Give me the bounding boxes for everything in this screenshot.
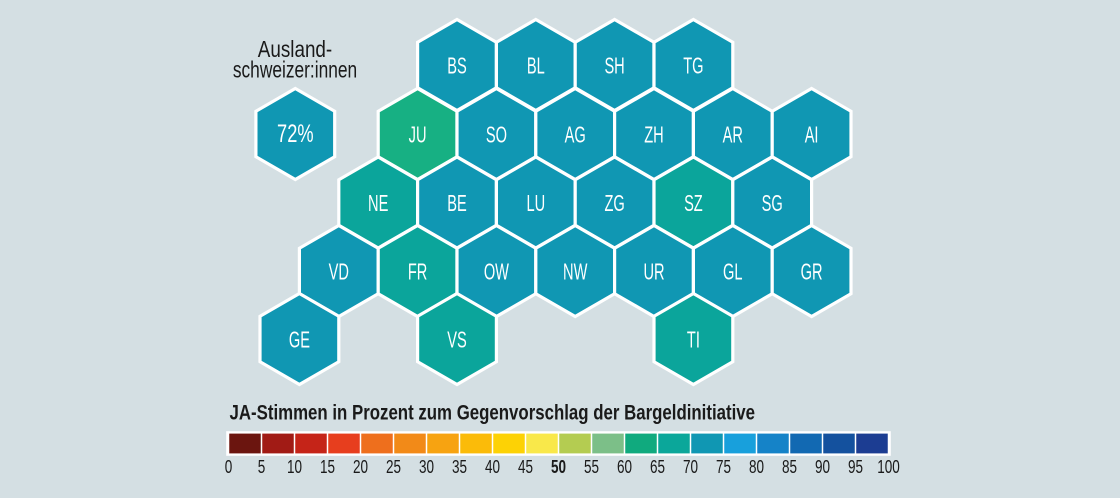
legend-segment-9	[526, 433, 558, 454]
hexagon-label-SH: SH	[604, 53, 624, 79]
legend-tick-100: 100	[877, 456, 900, 477]
hexagon-label-NW: NW	[563, 259, 587, 285]
legend-tick-10: 10	[287, 456, 302, 477]
legend-tick-40: 40	[485, 456, 500, 477]
legend-segment-17	[790, 433, 822, 454]
hexagon-VS	[416, 291, 498, 387]
legend: JA-Stimmen in Prozent zum Gegenvorschlag…	[225, 401, 900, 478]
legend-tick-80: 80	[749, 456, 764, 477]
hexagon-label-OW: OW	[484, 259, 509, 285]
hexagon-label-GE: GE	[289, 327, 310, 353]
annotation-value: 72%	[277, 120, 314, 148]
legend-tick-50: 50	[551, 456, 566, 477]
legend-tick-70: 70	[683, 456, 698, 477]
legend-segment-13	[658, 433, 690, 454]
legend-tick-35: 35	[452, 456, 467, 477]
legend-tick-labels: 0 5 10 15 20 25 30 35 40 45 50 55 60 65 70 75 80 85 90 95 10…	[225, 456, 900, 477]
legend-segments	[229, 433, 888, 454]
hexagon-label-BL: BL	[527, 53, 545, 79]
legend-segment-5	[394, 433, 426, 454]
hexagon-label-SO: SO	[486, 122, 507, 148]
hexagon-label-JU: JU	[409, 122, 427, 148]
legend-segment-4	[361, 433, 393, 454]
legend-tick-20: 20	[353, 456, 368, 477]
legend-tick-65: 65	[650, 456, 665, 477]
legend-tick-0: 0	[225, 456, 233, 477]
legend-tick-90: 90	[815, 456, 830, 477]
legend-tick-75: 75	[716, 456, 731, 477]
hexagon-label-NE: NE	[368, 190, 388, 216]
hexagon-label-TI: TI	[687, 327, 700, 353]
hexagon-GE	[258, 291, 341, 387]
annotation-hexagon	[254, 86, 337, 182]
legend-segment-15	[724, 433, 756, 454]
legend-tick-60: 60	[617, 456, 632, 477]
legend-segment-3	[328, 433, 360, 454]
annotation-label-line1: Ausland-	[258, 36, 332, 62]
legend-tick-55: 55	[584, 456, 599, 477]
legend-tick-45: 45	[518, 456, 533, 477]
legend-segment-16	[757, 433, 789, 454]
legend-segment-12	[625, 433, 657, 454]
legend-segment-11	[592, 433, 624, 454]
legend-segment-6	[427, 433, 459, 454]
legend-title: JA-Stimmen in Prozent zum Gegenvorschlag…	[230, 401, 756, 425]
hexagon-label-GL: GL	[723, 259, 743, 285]
hexagon-label-FR: FR	[408, 259, 427, 285]
legend-tick-95: 95	[848, 456, 863, 477]
hexagon-TI	[652, 291, 735, 387]
hexagon-label-UR: UR	[643, 259, 664, 285]
hexagon-label-ZG: ZG	[604, 190, 624, 216]
hexagon-label-AR: AR	[723, 122, 743, 148]
canton-hexagons: BS BL SH TG JU SO AG ZH AR AI NE BE LU ZG SZ SG VD FR OW NW…	[258, 17, 853, 387]
legend-segment-19	[856, 433, 888, 454]
hexagon-label-BE: BE	[447, 190, 466, 216]
legend-segment-14	[691, 433, 723, 454]
annotation-label-line2: schweizer:innen	[233, 57, 357, 83]
hexagon-label-SZ: SZ	[684, 190, 703, 216]
hexagon-label-VS: VS	[447, 327, 466, 353]
hexagon-label-BS: BS	[447, 53, 466, 79]
legend-segment-1	[262, 433, 294, 454]
hexagon-GR	[770, 223, 853, 319]
legend-tick-5: 5	[258, 456, 266, 477]
legend-segment-2	[295, 433, 327, 454]
hexagon-label-VD: VD	[329, 259, 349, 285]
hexagon-label-GR: GR	[801, 259, 823, 285]
hexagon-label-TG: TG	[683, 53, 703, 79]
legend-segment-7	[460, 433, 492, 454]
hexagon-label-AG: AG	[565, 122, 586, 148]
legend-segment-18	[823, 433, 855, 454]
legend-tick-25: 25	[386, 456, 401, 477]
hexagon-label-AI: AI	[805, 122, 819, 148]
legend-tick-30: 30	[419, 456, 434, 477]
legend-tick-85: 85	[782, 456, 797, 477]
hexagon-label-LU: LU	[526, 190, 545, 216]
legend-tick-15: 15	[320, 456, 335, 477]
legend-segment-0	[229, 433, 261, 454]
legend-segment-8	[493, 433, 525, 454]
hexagon-label-SG: SG	[762, 190, 783, 216]
annotation-group: Ausland- schweizer:innen 72%	[233, 36, 357, 182]
hexagon-label-ZH: ZH	[644, 122, 663, 148]
legend-segment-10	[559, 433, 591, 454]
